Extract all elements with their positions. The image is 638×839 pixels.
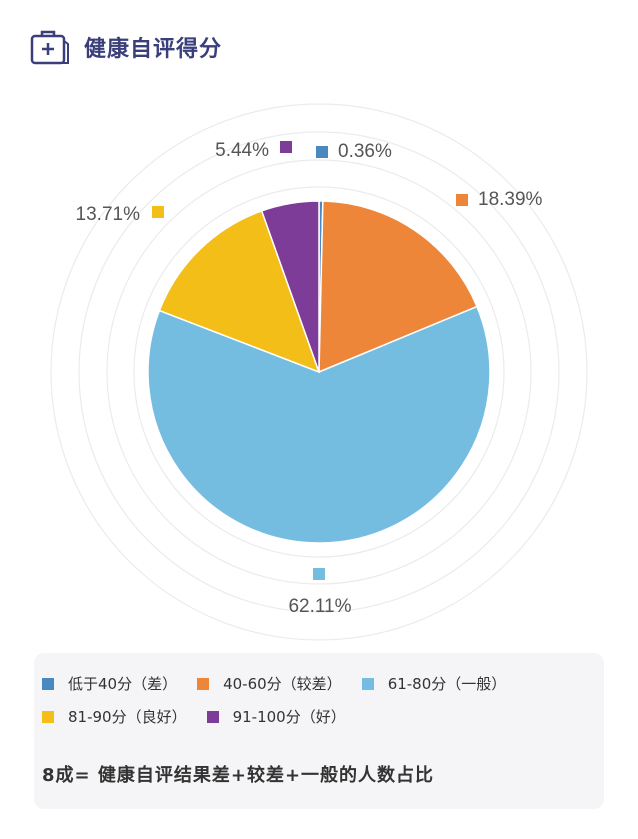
data-label-0: 0.36% [338, 141, 392, 162]
legend-item-0: 低于40分（差） [42, 673, 177, 694]
data-label-3: 13.71% [76, 204, 141, 225]
data-label-marker-3 [152, 206, 164, 218]
legend-swatch-4 [206, 710, 219, 723]
legend-label-1: 40-60分（较差） [223, 675, 342, 693]
data-label-marker-1 [456, 194, 468, 206]
legend-swatch-3 [42, 710, 54, 723]
data-label-1: 18.39% [478, 189, 543, 210]
medical-kit-icon [30, 30, 69, 65]
pie-slice-2 [147, 305, 491, 544]
data-label-2: 62.11% [288, 596, 351, 617]
legend-item-1: 40-60分（较差） [197, 673, 342, 694]
pie-slice-3 [158, 209, 321, 374]
data-label-marker-2 [313, 568, 325, 580]
data-label-4: 5.44% [215, 140, 269, 161]
chart-legend: 低于40分（差） 40-60分（较差） 61-80分（一般） 81-90分（良好） 91… [42, 667, 602, 733]
legend-panel: 低于40分（差） 40-60分（较差） 61-80分（一般） 81-90分（良好） 91… [34, 653, 604, 809]
decor-ring-2 [78, 131, 560, 613]
page-title: 健康自评得分 [84, 37, 223, 62]
legend-swatch-2 [361, 677, 374, 690]
legend-label-4: 91-100分（好） [232, 708, 346, 726]
pie-slice-1 [318, 200, 478, 374]
legend-item-4: 91-100分（好） [206, 706, 346, 727]
legend-label-2: 61-80分（一般） [387, 675, 507, 693]
legend-swatch-0 [42, 677, 54, 690]
decor-ring-0 [133, 186, 505, 558]
pie-chart: 0.36% 18.39% 62.11% 13.71% 5.44% [50, 103, 588, 641]
legend-swatch-1 [197, 677, 210, 690]
header: 健康自评得分 [30, 24, 222, 70]
decor-ring-3 [50, 103, 588, 641]
decor-ring-1 [106, 159, 532, 585]
data-label-marker-4 [280, 141, 292, 153]
legend-item-3: 81-90分（良好） [42, 706, 187, 727]
legend-item-2: 61-80分（一般） [361, 673, 507, 694]
pie-slice-4 [260, 200, 320, 373]
legend-label-3: 81-90分（良好） [68, 708, 187, 726]
data-label-marker-0 [316, 146, 328, 158]
legend-label-0: 低于40分（差） [68, 675, 178, 693]
summary-note: 8成= 健康自评结果差+较差+一般的人数占比 [42, 765, 435, 786]
